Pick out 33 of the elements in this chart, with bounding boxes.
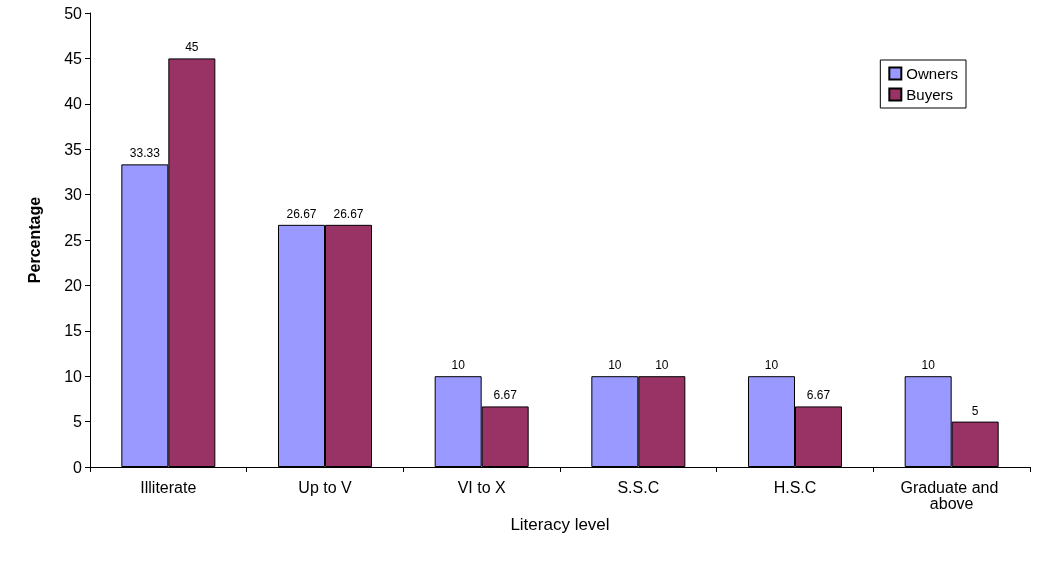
data-label: 10: [921, 358, 936, 373]
data-label: 33.33: [129, 146, 161, 161]
y-tick-label: 10: [64, 367, 83, 385]
x-axis-title: Literacy level: [510, 514, 610, 534]
data-label: 6.67: [493, 388, 518, 403]
y-tick-label: 50: [64, 4, 83, 22]
data-label: 5: [971, 403, 979, 418]
x-tick-label: Illiterate: [140, 478, 197, 496]
y-tick-label: 25: [64, 231, 83, 249]
y-tick-label: 5: [73, 413, 83, 431]
y-tick-label: 35: [64, 140, 83, 158]
data-label: 10: [608, 358, 622, 373]
x-tick-label: H.S.C: [773, 478, 817, 496]
legend-label: Owners: [906, 65, 959, 82]
data-label: 26.67: [333, 206, 364, 221]
y-tick-label: 20: [64, 276, 83, 294]
x-tick-label: Up to V: [298, 478, 353, 496]
data-label: 45: [185, 40, 199, 55]
data-label: 10: [764, 358, 779, 373]
y-tick-label: 30: [64, 186, 83, 204]
data-label: 6.67: [806, 388, 831, 403]
data-label: 26.67: [286, 206, 317, 221]
y-tick-label: 45: [64, 49, 83, 67]
data-label: 10: [655, 358, 669, 373]
y-tick-label: 0: [73, 458, 83, 476]
x-tick-label: VI to X: [457, 478, 506, 496]
data-label: 10: [451, 358, 466, 373]
x-tick-label: Graduate and above: [900, 478, 1003, 512]
y-tick-label: 40: [64, 95, 83, 113]
x-tick-label: S.S.C: [617, 478, 660, 496]
legend-label: Buyers: [906, 86, 954, 103]
y-axis-title: Percentage: [25, 196, 43, 284]
y-tick-label: 15: [64, 322, 83, 340]
